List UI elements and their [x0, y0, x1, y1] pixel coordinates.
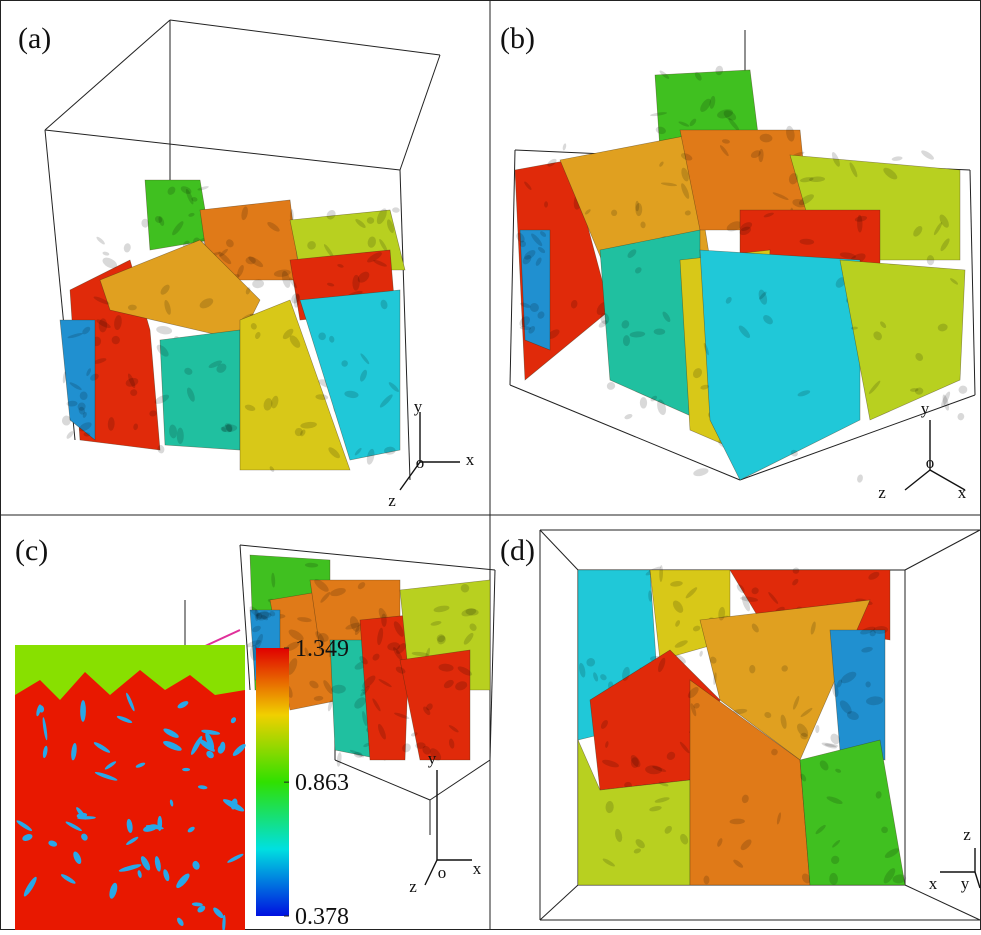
renderings	[15, 20, 980, 930]
box-edge	[510, 150, 515, 385]
dendrite	[95, 236, 106, 246]
box-edge	[490, 570, 495, 760]
dendrite	[65, 430, 74, 440]
box-edge	[170, 20, 440, 55]
dendrite	[957, 412, 965, 420]
axis-label: z	[388, 491, 396, 510]
axis-label: x	[473, 859, 482, 878]
panel-label: (c)	[15, 534, 48, 567]
dendrite	[252, 279, 264, 289]
dendrite	[606, 381, 616, 391]
dendrite	[336, 752, 342, 767]
dendrite	[958, 385, 968, 395]
dendrite	[749, 665, 755, 674]
dendrite	[640, 397, 647, 408]
dendrite	[123, 243, 131, 253]
solid-region	[15, 670, 245, 930]
axis-label: x	[929, 874, 938, 893]
dendrite	[80, 391, 88, 400]
dendrite	[611, 210, 617, 216]
panel-label: (a)	[18, 22, 51, 55]
colorbar-label: 0.378	[295, 904, 349, 930]
axis-label: y	[414, 397, 423, 416]
axis-label: y	[921, 399, 930, 418]
axis-label: o	[438, 863, 447, 882]
axis-label: o	[416, 453, 425, 472]
axis-label: x	[958, 483, 967, 502]
box-edge	[400, 55, 440, 170]
figure: 1.349 0.863 0.378 (a) y x o z (b) y o z x (c) y z o x (d) z…	[0, 0, 981, 930]
colorbar-label: 0.863	[295, 770, 349, 796]
dendrite	[156, 325, 173, 335]
box-edge	[540, 885, 578, 920]
dendrite	[920, 149, 935, 162]
axis-label: y	[428, 749, 437, 768]
axis-label: o	[926, 453, 935, 472]
dendrite	[856, 474, 863, 483]
axis-label: z	[963, 825, 971, 844]
axis-label: z	[409, 877, 417, 896]
axis-arrow	[425, 860, 437, 885]
grain	[800, 740, 905, 885]
axis-arrow	[905, 470, 930, 490]
box-edge	[540, 530, 578, 570]
box-edge	[905, 530, 980, 570]
box-edge	[970, 170, 975, 395]
dendrite	[692, 467, 709, 478]
axis-arrow	[975, 872, 980, 888]
colorbar-label: 1.349	[295, 636, 349, 662]
box-edge	[45, 130, 400, 170]
dendrite	[815, 725, 820, 733]
dendrite	[102, 251, 110, 256]
panel-label: (b)	[500, 22, 535, 55]
box-edge	[430, 760, 490, 800]
box-edge	[400, 170, 410, 480]
axis-label: x	[466, 450, 475, 469]
grain	[520, 230, 550, 350]
dendrite	[699, 650, 704, 657]
dendrite	[562, 143, 567, 151]
axis-label: z	[878, 483, 886, 502]
dendrite	[891, 156, 903, 162]
axis-label: y	[961, 874, 970, 893]
box-edge	[335, 760, 430, 800]
box-edge	[45, 20, 170, 130]
dendrite	[392, 207, 400, 213]
dendrite	[624, 413, 634, 420]
panel-label: (d)	[500, 534, 535, 567]
